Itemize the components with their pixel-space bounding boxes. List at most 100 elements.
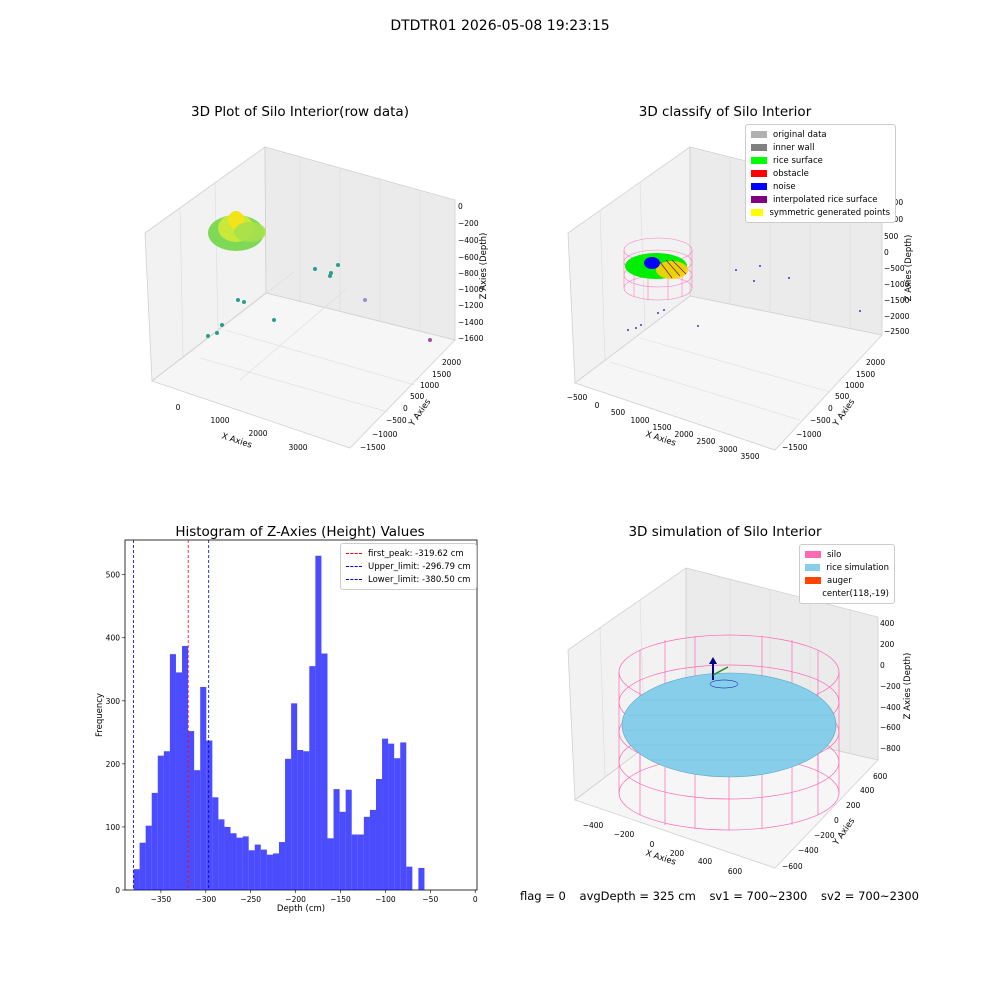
sim-ztick: 400 (880, 619, 895, 628)
histogram-ytick-label: 0 (115, 886, 120, 895)
histogram-bar (254, 844, 261, 890)
avg-depth-status: avgDepth = 325 cm (579, 889, 696, 903)
histogram-bar (218, 819, 225, 890)
histogram-bar (200, 686, 207, 890)
histogram-bar (327, 838, 334, 890)
raw-ztick: −1600 (458, 334, 484, 343)
sim-ztick: 200 (880, 640, 895, 649)
histogram-ytick-label: 100 (106, 823, 121, 832)
histogram-xtick-label: −150 (330, 895, 351, 904)
sim-ztick: −800 (880, 744, 901, 753)
sim-xtick: 200 (670, 849, 685, 858)
legend-item: inner wall (751, 141, 890, 154)
legend-item: silo (805, 548, 889, 561)
histogram-bar (139, 842, 146, 890)
raw-xtick: 3000 (288, 443, 307, 452)
histogram-bar (157, 755, 164, 890)
raw-ztick: −800 (458, 269, 479, 278)
histogram-bar (151, 792, 158, 890)
simulation-plot-title: 3D simulation of Silo Interior (628, 524, 822, 540)
histogram-bar (266, 854, 273, 890)
raw-ytick: 1000 (420, 381, 439, 390)
histogram-bar (212, 797, 219, 890)
histogram-bar (339, 811, 346, 890)
raw-ytick: 0 (403, 404, 408, 413)
histogram-bar (382, 738, 389, 890)
histogram-bar (163, 751, 170, 890)
raw-ztick: −1000 (458, 285, 484, 294)
histogram-bar (285, 758, 292, 890)
legend-item: rice simulation (805, 561, 889, 574)
sim-ztick: −400 (880, 703, 901, 712)
classify-ytick: 1500 (856, 370, 875, 379)
classify-xtick: 1000 (630, 416, 649, 425)
sim-ytick: 200 (846, 801, 861, 810)
simulation-legend: silo rice simulation auger center(118,-1… (799, 544, 895, 604)
histogram-bar (182, 645, 189, 890)
histogram-bar (169, 654, 176, 890)
histogram-xlabel: Depth (cm) (277, 904, 325, 914)
legend-item: auger (805, 574, 889, 587)
classify-ztick: −2500 (884, 327, 910, 336)
histogram-bar (236, 837, 243, 890)
histogram-bar (303, 751, 310, 890)
histogram-bar (242, 836, 249, 890)
histogram-bar (418, 867, 425, 890)
classify-xtick: 2500 (696, 437, 715, 446)
classify-ztick: −1000 (884, 280, 910, 289)
histogram-xtick-label: −250 (240, 895, 261, 904)
classify-xtick: −500 (567, 393, 588, 402)
histogram-xtick-label: −200 (285, 895, 306, 904)
classify-ztick: 0 (884, 248, 889, 257)
classify-ztick: 500 (884, 232, 899, 241)
classify-xtick: 500 (611, 408, 626, 417)
legend-item: interpolated rice surface (751, 193, 890, 206)
classify-ytick: 1000 (845, 381, 864, 390)
histogram-bar (175, 672, 183, 890)
raw-xtick: 1000 (210, 416, 229, 425)
legend-item: original data (751, 128, 890, 141)
histogram-bar (321, 653, 328, 890)
histogram-bar (230, 833, 237, 890)
classify-ytick: 2000 (866, 358, 885, 367)
histogram-xtick-label: 0 (473, 895, 478, 904)
histogram-bar (206, 740, 213, 890)
classify-ytick: 0 (828, 404, 833, 413)
sim-ztick: −600 (880, 723, 901, 732)
classify-ztick: −1500 (884, 296, 910, 305)
histogram-xtick-label: −100 (375, 895, 396, 904)
histogram-bar (375, 779, 383, 890)
histogram-ytick-label: 500 (106, 571, 121, 580)
histogram-title: Histogram of Z-Axies (Height) Values (175, 524, 425, 540)
histogram-ylabel: Frequency (95, 693, 105, 737)
histogram-bar (272, 853, 279, 890)
sim-ytick: −200 (814, 831, 835, 840)
histogram-bar (333, 789, 340, 890)
histogram-bar (388, 743, 395, 890)
flag-status: flag = 0 (520, 889, 566, 903)
histogram-bar (394, 758, 401, 890)
raw-ytick: 500 (410, 392, 425, 401)
sim-ytick: 600 (873, 772, 888, 781)
raw-ztick: −1200 (458, 301, 484, 310)
raw-ztick: 0 (458, 202, 463, 211)
histogram-bar (315, 555, 322, 890)
sim-xtick: 0 (650, 840, 655, 849)
histogram-bar (345, 789, 352, 890)
histogram-bar (248, 850, 255, 890)
classify-xtick: 2000 (674, 430, 693, 439)
sim-ytick: −600 (782, 862, 803, 871)
sv2-status: sv2 = 700~2300 (821, 889, 919, 903)
histogram-xtick-label: −50 (422, 895, 438, 904)
legend-item: Upper_limit: -296.79 cm (346, 560, 471, 573)
histogram-legend: first_peak: -319.62 cm Upper_limit: -296… (340, 543, 477, 590)
raw-ytick: 2000 (442, 358, 461, 367)
raw-plot-title: 3D Plot of Silo Interior(row data) (191, 104, 409, 120)
histogram-ytick-label: 300 (106, 697, 121, 706)
histogram-bar (369, 809, 376, 890)
raw-ztick: −1400 (458, 318, 484, 327)
legend-item: symmetric generated points (751, 206, 890, 219)
raw-ytick: −1500 (360, 443, 386, 452)
